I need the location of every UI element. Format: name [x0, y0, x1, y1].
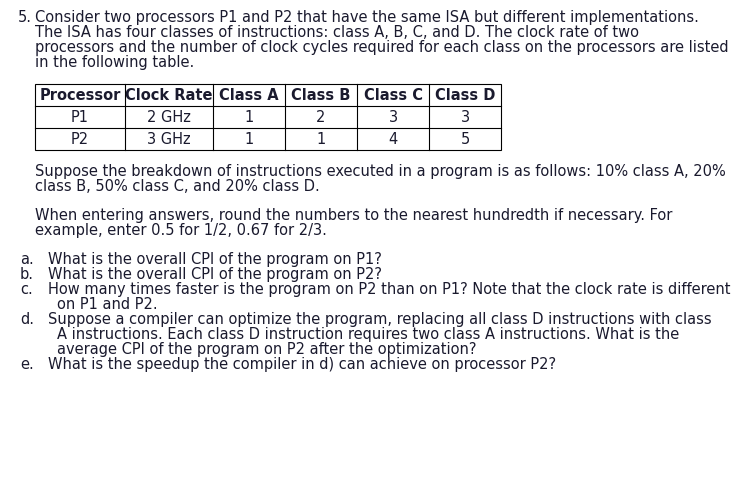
Text: Class A: Class A — [219, 88, 279, 103]
Text: Class D: Class D — [435, 88, 495, 103]
Text: 1: 1 — [244, 132, 254, 147]
Text: What is the speedup the compiler in d) can achieve on processor P2?: What is the speedup the compiler in d) c… — [48, 357, 556, 372]
Text: average CPI of the program on P2 after the optimization?: average CPI of the program on P2 after t… — [57, 342, 476, 357]
Text: class B, 50% class C, and 20% class D.: class B, 50% class C, and 20% class D. — [35, 179, 320, 194]
Text: 5.: 5. — [18, 10, 32, 25]
Text: c.: c. — [20, 282, 33, 297]
Text: 4: 4 — [388, 132, 398, 147]
Text: 1: 1 — [244, 109, 254, 124]
Text: Class B: Class B — [292, 88, 351, 103]
Text: When entering answers, round the numbers to the nearest hundredth if necessary. : When entering answers, round the numbers… — [35, 208, 672, 223]
Text: a.: a. — [20, 252, 33, 267]
Text: 3: 3 — [461, 109, 470, 124]
Text: 3 GHz: 3 GHz — [147, 132, 191, 147]
Text: 5: 5 — [460, 132, 470, 147]
Text: The ISA has four classes of instructions: class A, B, C, and D. The clock rate o: The ISA has four classes of instructions… — [35, 25, 639, 40]
Text: What is the overall CPI of the program on P2?: What is the overall CPI of the program o… — [48, 267, 382, 282]
Text: example, enter 0.5 for 1/2, 0.67 for 2/3.: example, enter 0.5 for 1/2, 0.67 for 2/3… — [35, 223, 327, 238]
Text: What is the overall CPI of the program on P1?: What is the overall CPI of the program o… — [48, 252, 382, 267]
Text: processors and the number of clock cycles required for each class on the process: processors and the number of clock cycle… — [35, 40, 729, 55]
Text: 1: 1 — [316, 132, 326, 147]
Text: e.: e. — [20, 357, 33, 372]
Text: 3: 3 — [389, 109, 398, 124]
Text: d.: d. — [20, 312, 34, 327]
Text: 2: 2 — [316, 109, 326, 124]
Text: How many times faster is the program on P2 than on P1? Note that the clock rate : How many times faster is the program on … — [48, 282, 731, 297]
Text: Processor: Processor — [39, 88, 121, 103]
Text: P2: P2 — [71, 132, 89, 147]
Text: on P1 and P2.: on P1 and P2. — [57, 297, 157, 312]
Text: Suppose a compiler can optimize the program, replacing all class D instructions : Suppose a compiler can optimize the prog… — [48, 312, 712, 327]
Bar — [35, 84, 501, 150]
Text: Consider two processors P1 and P2 that have the same ISA but different implement: Consider two processors P1 and P2 that h… — [35, 10, 699, 25]
Text: b.: b. — [20, 267, 34, 282]
Text: in the following table.: in the following table. — [35, 55, 194, 70]
Text: 2 GHz: 2 GHz — [147, 109, 191, 124]
Text: Class C: Class C — [364, 88, 422, 103]
Text: P1: P1 — [71, 109, 89, 124]
Text: Clock Rate: Clock Rate — [125, 88, 213, 103]
Text: Suppose the breakdown of instructions executed in a program is as follows: 10% c: Suppose the breakdown of instructions ex… — [35, 164, 726, 179]
Text: A instructions. Each class D instruction requires two class A instructions. What: A instructions. Each class D instruction… — [57, 327, 679, 342]
